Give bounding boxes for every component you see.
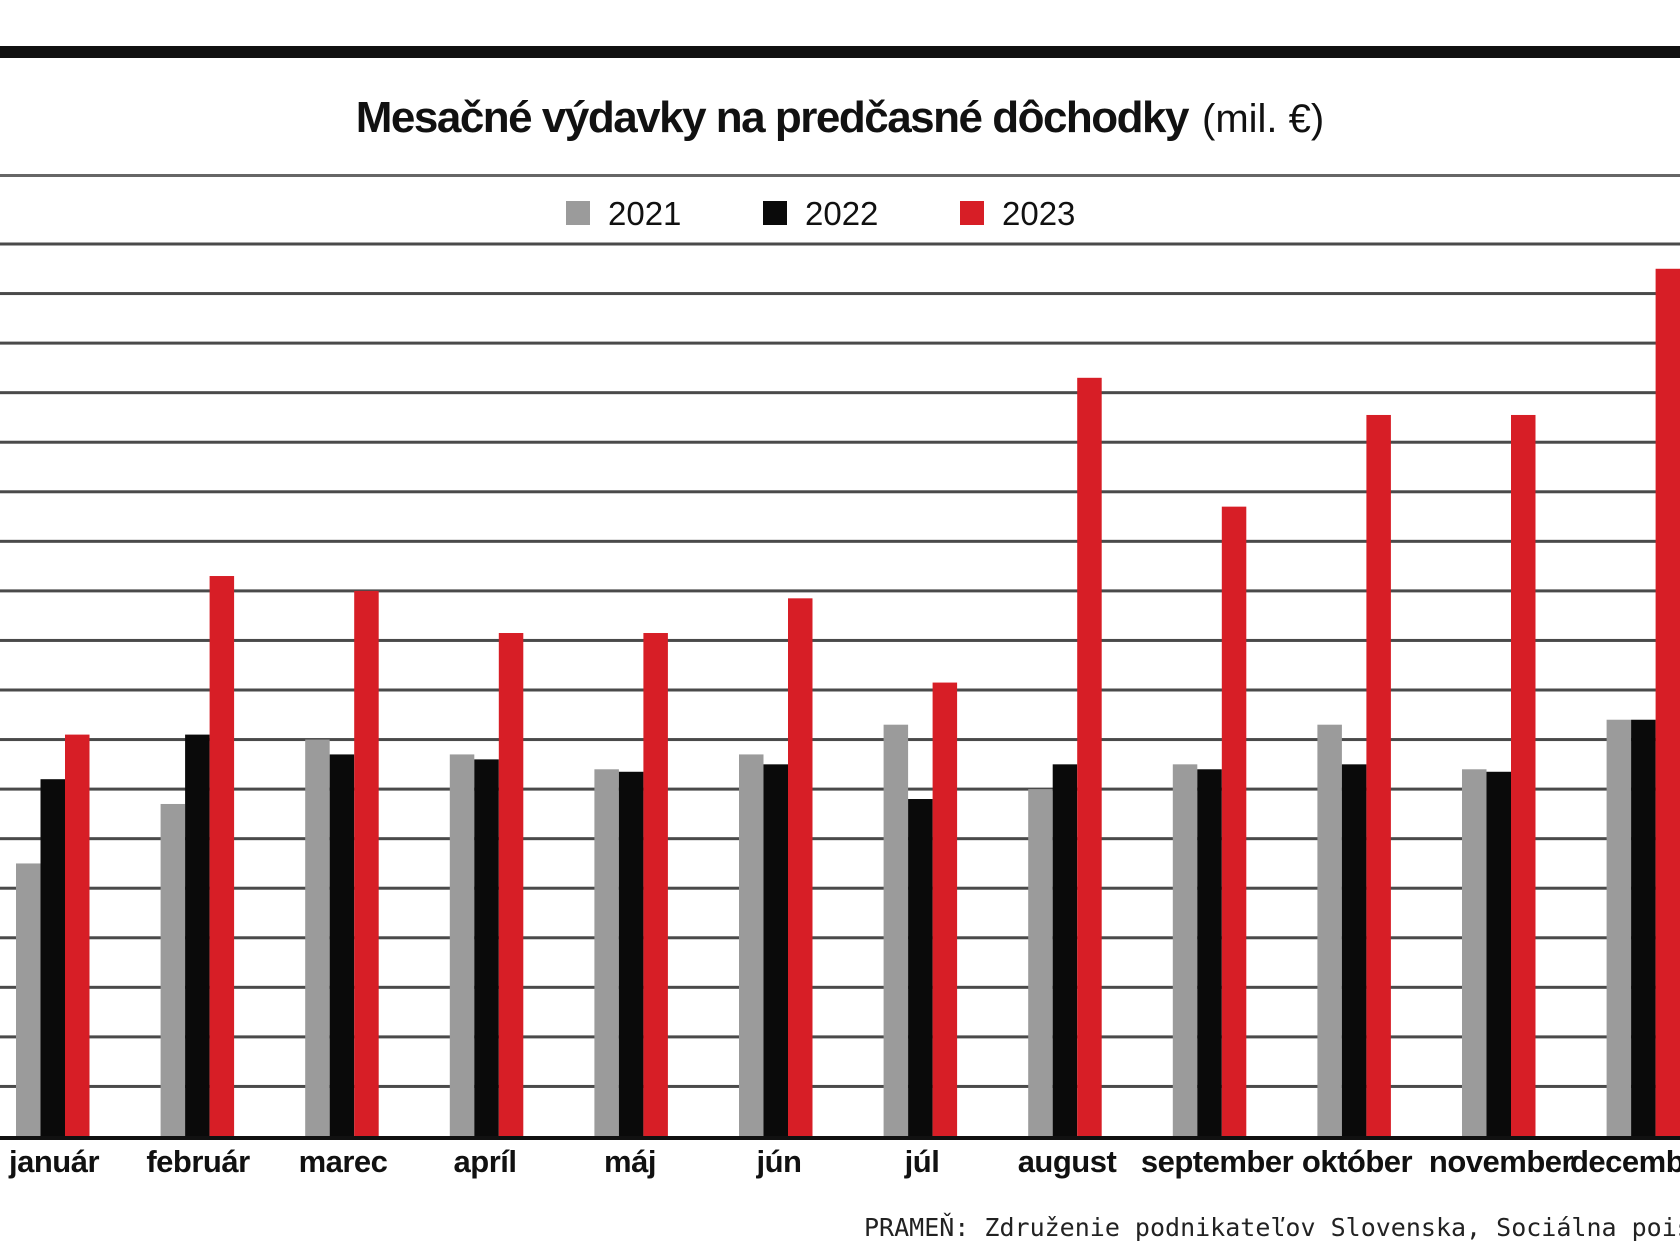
gridline	[0, 688, 1680, 692]
gridline	[0, 1035, 1680, 1039]
gridline	[0, 985, 1680, 989]
x-tick-label-marec: marec	[299, 1144, 388, 1179]
bar-2022-august	[1052, 764, 1078, 1136]
legend: 2021 2022 2023	[566, 195, 1075, 232]
x-tick-label-október: október	[1302, 1144, 1413, 1179]
gridline	[0, 490, 1680, 494]
x-tick-label-február: február	[146, 1144, 250, 1179]
x-tick-label-júl: júl	[904, 1144, 940, 1179]
bar-2023-september	[1221, 506, 1247, 1137]
bar-2023-máj	[643, 633, 668, 1136]
bar-2023-júl	[932, 682, 958, 1136]
bar-2023-apríl	[498, 633, 524, 1136]
bar-2023-január	[65, 734, 90, 1136]
gridline	[0, 341, 1680, 345]
gridline	[0, 391, 1680, 395]
bar-2022-marec	[329, 754, 355, 1136]
top-rule	[0, 46, 1680, 58]
x-axis-baseline	[0, 1136, 1680, 1140]
chart-title: Mesačné výdavky na predčasné dôchodky (m…	[356, 93, 1324, 142]
bar-2021-február	[160, 803, 186, 1136]
bar-2022-máj	[618, 771, 644, 1136]
bar-2023-august	[1077, 377, 1102, 1136]
x-tick-label-november: november	[1429, 1144, 1574, 1179]
bar-2021-júl	[883, 724, 909, 1136]
gridline	[0, 292, 1680, 296]
gridline	[0, 936, 1680, 940]
gridline	[0, 440, 1680, 444]
legend-swatch-2023	[960, 201, 984, 225]
gridline	[0, 242, 1680, 246]
bar-2021-december	[1606, 719, 1632, 1136]
x-tick-labels: január február marec apríl máj jún júl august se…	[8, 1144, 1680, 1179]
x-tick-label-september: september	[1141, 1144, 1294, 1179]
bar-2023-december	[1655, 268, 1680, 1136]
x-tick-label-jún: jún	[756, 1144, 802, 1179]
bar-2023-október	[1366, 414, 1391, 1136]
bar-2021-máj	[594, 769, 619, 1136]
gridline	[0, 638, 1680, 642]
bar-2021-november	[1462, 769, 1487, 1136]
x-tick-label-január: január	[8, 1144, 99, 1179]
gridline	[0, 886, 1680, 890]
bar-2021-apríl	[449, 754, 475, 1136]
bar-2022-júl	[908, 799, 933, 1136]
legend-swatch-2021	[566, 201, 590, 225]
bar-2023-február	[209, 576, 235, 1136]
bar-2022-október	[1341, 764, 1367, 1136]
bar-2021-september	[1172, 764, 1198, 1136]
bar-2023-marec	[354, 590, 379, 1136]
gridlines	[0, 242, 1680, 1088]
bar-2022-december	[1631, 719, 1656, 1136]
source-note: PRAMEŇ: Združenie podnikateľov Slovenska…	[864, 1213, 1680, 1242]
x-tick-label-apríl: apríl	[454, 1144, 517, 1179]
legend-swatch-2022	[763, 201, 787, 225]
legend-label-2021: 2021	[608, 195, 681, 232]
x-tick-label-december: december	[1570, 1144, 1680, 1179]
gridline	[0, 837, 1680, 841]
x-tick-label-august: august	[1018, 1144, 1117, 1179]
bars	[16, 268, 1680, 1137]
legend-label-2022: 2022	[805, 195, 878, 232]
gridline	[0, 589, 1680, 593]
bar-2021-jún	[739, 754, 764, 1136]
bar-2022-november	[1486, 771, 1511, 1136]
gridline	[0, 539, 1680, 543]
bar-2022-február	[185, 734, 210, 1136]
legend-label-2023: 2023	[1002, 195, 1075, 232]
bar-2022-jún	[763, 764, 788, 1136]
bar-2022-január	[40, 779, 65, 1136]
gridline	[0, 738, 1680, 742]
x-tick-label-máj: máj	[604, 1144, 656, 1179]
title-rule	[0, 174, 1680, 177]
bar-2021-október	[1317, 724, 1342, 1136]
gridline	[0, 787, 1680, 791]
gridline	[0, 1084, 1680, 1088]
bar-2023-november	[1511, 414, 1536, 1136]
bar-2021-január	[16, 863, 41, 1136]
bar-2023-jún	[788, 598, 813, 1136]
bar-2021-marec	[305, 739, 330, 1136]
chart-title-unit: (mil. €)	[1202, 97, 1324, 141]
bar-2021-august	[1028, 789, 1053, 1136]
bar-2022-september	[1197, 769, 1222, 1136]
chart-title-text: Mesačné výdavky na predčasné dôchodky	[356, 93, 1190, 142]
bar-2022-apríl	[474, 759, 499, 1136]
